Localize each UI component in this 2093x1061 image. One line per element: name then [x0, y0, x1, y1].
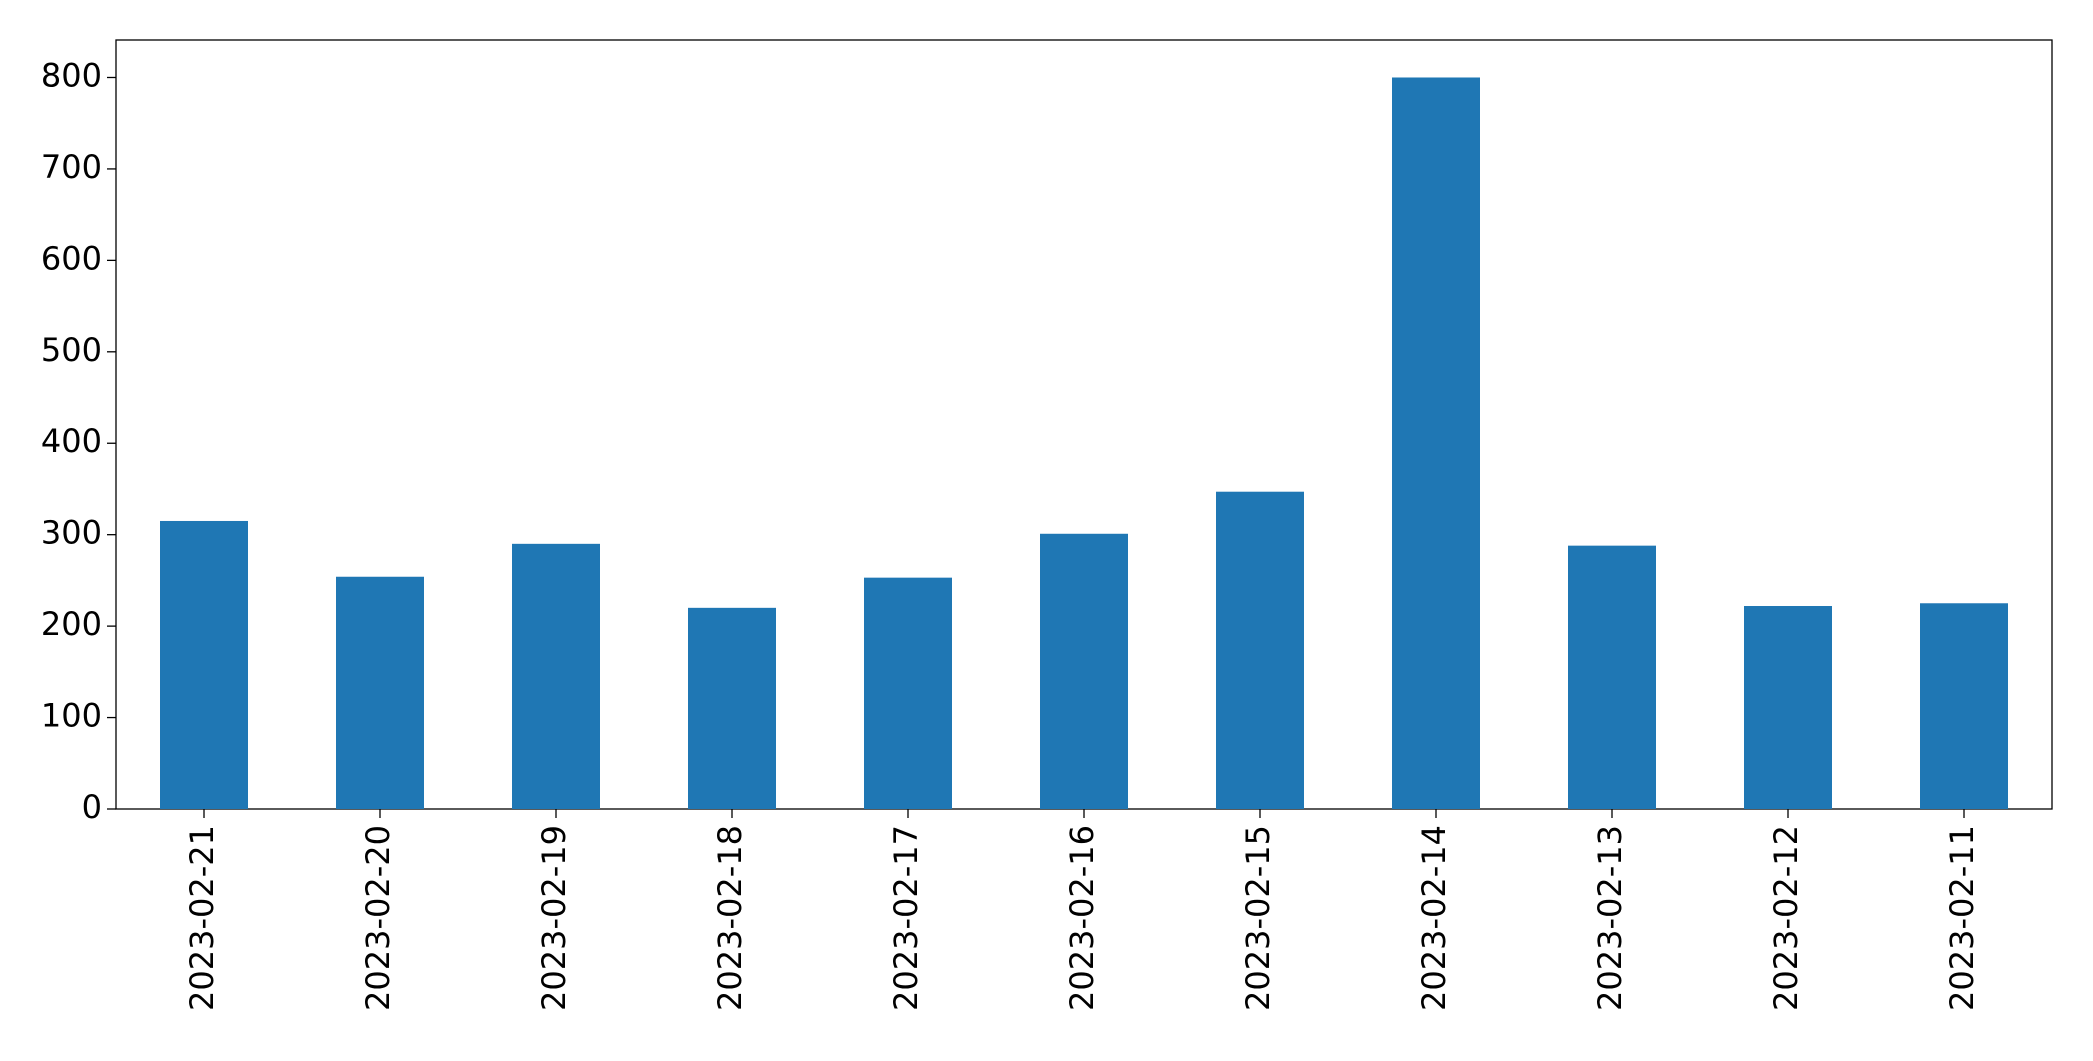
bar	[688, 607, 776, 809]
x-tick-label: 2023-02-17	[887, 825, 925, 1011]
x-tick-label: 2023-02-21	[183, 825, 221, 1011]
x-tick-label: 2023-02-15	[1239, 825, 1277, 1011]
y-tick-label: 200	[41, 605, 102, 643]
bar	[336, 576, 424, 809]
y-tick-label: 700	[41, 148, 102, 186]
y-tick-label: 0	[82, 788, 102, 826]
y-tick-label: 300	[41, 514, 102, 552]
bar	[160, 520, 248, 809]
bar	[512, 543, 600, 809]
y-tick-label: 100	[41, 697, 102, 735]
bar	[864, 577, 952, 809]
x-tick-label: 2023-02-11	[1943, 825, 1981, 1011]
bar	[1040, 533, 1128, 809]
x-tick-label: 2023-02-20	[359, 825, 397, 1011]
y-tick-label: 400	[41, 422, 102, 460]
y-tick-label: 600	[41, 239, 102, 277]
x-tick-label: 2023-02-14	[1415, 825, 1453, 1011]
x-tick-label: 2023-02-19	[535, 825, 573, 1011]
x-tick-label: 2023-02-13	[1591, 825, 1629, 1011]
bar	[1920, 603, 2008, 809]
y-tick-label: 500	[41, 331, 102, 369]
bar	[1744, 606, 1832, 809]
x-tick-label: 2023-02-12	[1767, 825, 1805, 1011]
bar	[1392, 77, 1480, 810]
bar	[1568, 545, 1656, 809]
x-tick-label: 2023-02-16	[1063, 825, 1101, 1011]
x-tick-label: 2023-02-18	[711, 825, 749, 1011]
bar	[1216, 491, 1304, 809]
y-tick-label: 800	[41, 56, 102, 94]
